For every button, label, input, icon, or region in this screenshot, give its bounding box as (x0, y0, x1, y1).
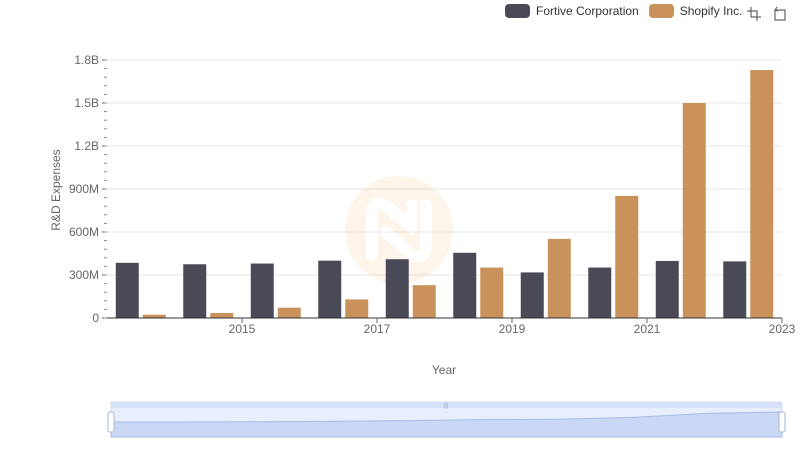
y-axis-title: R&D Expenses (49, 149, 63, 230)
bar-fortive-2016[interactable] (250, 263, 274, 318)
x-axis-title: Year (432, 363, 456, 377)
bar-fortive-2023[interactable] (723, 261, 747, 318)
watermark-logo (345, 176, 453, 284)
zoom-preview-area (110, 411, 783, 438)
svg-text:|||: ||| (444, 403, 449, 409)
legend-label-shopify: Shopify Inc. (679, 4, 743, 18)
bar-shopify-2015[interactable] (210, 312, 234, 318)
grid-lines (107, 59, 782, 319)
data-zoom-slider[interactable]: ||| (107, 401, 786, 438)
bar-fortive-2018[interactable] (385, 259, 409, 318)
x-tick-label: 2019 (499, 322, 526, 336)
legend: Fortive Corporation Shopify Inc. (505, 4, 742, 18)
x-tick-label: 2015 (229, 322, 256, 336)
zoom-icon[interactable] (746, 6, 762, 22)
x-tick-label: 2023 (769, 322, 796, 336)
bar-fortive-2014[interactable] (115, 262, 139, 318)
bar-shopify-2016[interactable] (277, 307, 301, 318)
bar-shopify-2023[interactable] (750, 70, 774, 319)
x-tick-label: 2021 (634, 322, 661, 336)
zoom-handle-right[interactable] (778, 411, 786, 433)
legend-swatch-shopify (648, 4, 674, 18)
y-tick-label: 300M (69, 268, 99, 282)
restore-icon[interactable] (772, 6, 788, 22)
bar-shopify-2017[interactable] (345, 299, 369, 318)
bar-fortive-2021[interactable] (588, 267, 612, 318)
y-tick-label: 900M (69, 182, 99, 196)
y-tick-label: 1.8B (74, 53, 99, 67)
legend-item-shopify[interactable]: Shopify Inc. (648, 4, 743, 18)
y-tick-label: 1.5B (74, 96, 99, 110)
toolbox (746, 6, 788, 22)
bar-shopify-2021[interactable] (615, 195, 639, 318)
axes: 0 300M 600M 900M 1.2B 1.5B 1.8B 2015 2017 2019 202… (69, 53, 796, 336)
legend-item-fortive[interactable]: Fortive Corporation (505, 4, 639, 18)
bar-fortive-2022[interactable] (655, 260, 679, 318)
x-tick-label: 2017 (364, 322, 391, 336)
bar-shopify-2014[interactable] (142, 314, 166, 318)
legend-label-fortive: Fortive Corporation (536, 4, 639, 18)
bar-shopify-2019[interactable] (480, 267, 504, 318)
bar-fortive-2019[interactable] (453, 252, 477, 318)
bar-fortive-2015[interactable] (183, 264, 207, 318)
zoom-handle-left[interactable] (107, 411, 115, 433)
bar-fortive-2017[interactable] (318, 260, 342, 318)
bar-shopify-2022[interactable] (682, 103, 706, 318)
bars (115, 70, 774, 319)
bar-fortive-2020[interactable] (520, 272, 544, 318)
y-tick-label: 600M (69, 225, 99, 239)
legend-swatch-fortive (505, 4, 530, 18)
bar-shopify-2020[interactable] (547, 238, 571, 318)
bar-shopify-2018[interactable] (412, 285, 436, 318)
y-tick-label: 0 (92, 311, 99, 325)
y-tick-label: 1.2B (74, 139, 99, 153)
